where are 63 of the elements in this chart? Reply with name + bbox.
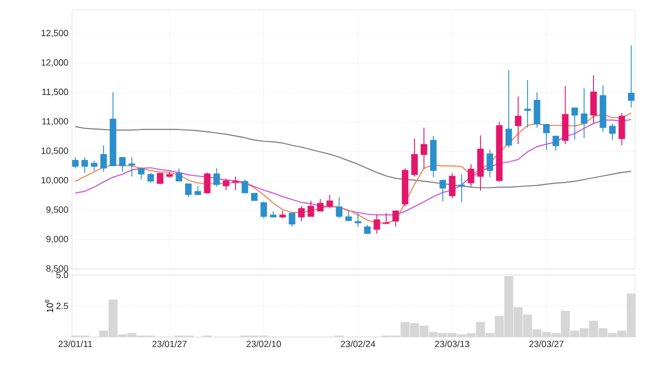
x-tick-label: 23/03/13 [435, 340, 470, 348]
candlestick [590, 74, 597, 124]
candlestick [81, 156, 88, 174]
candlestick [326, 194, 333, 209]
y-axis-title: 10$^{6}$ [45, 300, 54, 312]
candlestick [298, 206, 305, 222]
candlestick [288, 212, 296, 228]
candlestick [222, 178, 230, 191]
y-tick-label: 9,000 [46, 236, 68, 244]
candlestick [411, 138, 418, 178]
candlestick [138, 166, 145, 180]
candlestick [128, 156, 136, 178]
candlestick [420, 127, 428, 169]
candlestick [204, 172, 210, 194]
candlestick [514, 96, 522, 145]
candlestick [119, 156, 126, 172]
candlestick [468, 164, 474, 188]
candlestick [440, 179, 446, 202]
candlestick [336, 196, 342, 219]
x-tick-label: 23/02/24 [340, 340, 376, 348]
y-tick-label: 12,500 [42, 30, 68, 38]
y-tick-label: 12,000 [42, 59, 68, 67]
candlestick [609, 123, 616, 141]
x-tick-label: 23/01/11 [58, 340, 92, 348]
x-tick-label: 23/01/27 [152, 340, 187, 348]
candlestick [185, 183, 192, 198]
candlestick [580, 88, 588, 139]
candlestick [552, 136, 560, 152]
y-tick-label: 10,500 [42, 148, 68, 155]
candlestick [505, 70, 512, 148]
candlestick [308, 200, 314, 218]
y-tick-label: 2.5 [56, 302, 68, 310]
candlestick [524, 80, 531, 128]
candlestick [448, 172, 456, 199]
candlestick [260, 200, 268, 219]
candlestick [392, 210, 399, 228]
y-tick-label: 8,500 [46, 265, 68, 273]
candlestick [72, 156, 79, 169]
candlestick [213, 168, 220, 188]
candlestick [628, 44, 634, 108]
candlestick [618, 112, 626, 146]
y-tick-label: 5.0 [56, 272, 68, 278]
y-tick-label: 9,500 [46, 206, 68, 214]
candlestick [571, 107, 578, 140]
y-tick-label: 11,000 [42, 118, 68, 126]
candlestick [543, 124, 550, 151]
candlestick [354, 212, 362, 228]
candlestick [317, 198, 324, 212]
candlestick [100, 144, 107, 172]
candlestick [486, 149, 494, 178]
candlestick [458, 174, 465, 202]
candlestick [232, 176, 239, 191]
candlestick [90, 160, 98, 172]
y-tick-label: 10,000 [42, 176, 68, 184]
candlestick [382, 212, 390, 225]
candlestick [345, 210, 352, 222]
candlestick [147, 172, 154, 184]
x-tick-label: 23/02/10 [246, 340, 281, 348]
candlestick [374, 214, 380, 234]
x-tick-label: 23/03/27 [529, 340, 564, 348]
candlestick [176, 168, 182, 182]
candlestick [242, 179, 248, 194]
y-tick-label: 11,500 [42, 88, 68, 96]
